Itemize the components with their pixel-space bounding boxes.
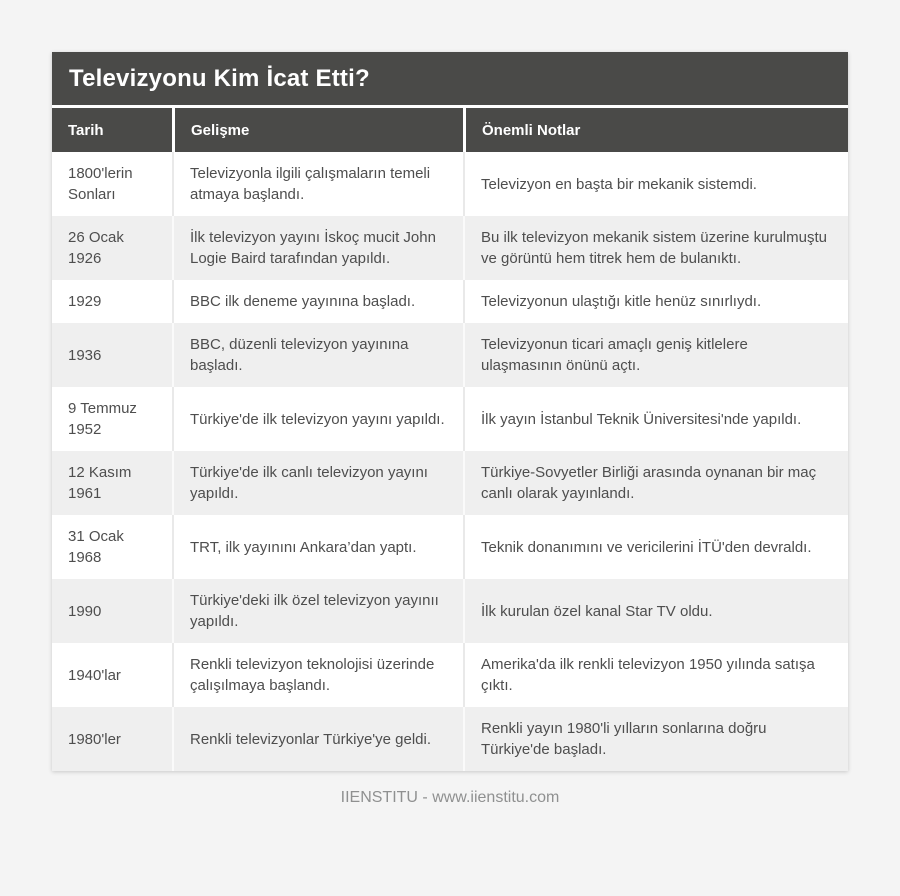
cell-text: 26 Ocak 1926 [68,229,124,267]
cell-notlar: Türkiye-Sovyetler Birliği arasında oynan… [463,451,848,515]
table-row: 1940'lar Renkli televizyon teknolojisi üz… [52,643,848,707]
cell-tarih: 1929 [52,280,172,323]
cell-gelisme: TRT, ilk yayınını Ankara’dan yaptı. [172,515,463,579]
cell-text: 1940'lar [68,666,121,684]
table-row: 1990 Türkiye'deki ilk özel televizyon yay… [52,579,848,643]
cell-gelisme: BBC ilk deneme yayınına başladı. [172,280,463,323]
cell-tarih: 26 Ocak 1926 [52,216,172,280]
cell-text: BBC ilk deneme yayınına başladı. [190,293,416,310]
column-header-gelisme: Gelişme [172,108,463,152]
column-header-onemli-notlar: Önemli Notlar [463,108,848,152]
cell-text: İlk televizyon yayını İskoç mucit John L… [190,229,436,267]
cell-gelisme: Renkli televizyonlar Türkiye'ye geldi. [172,707,463,771]
cell-tarih: 1990 [52,579,172,643]
cell-text: 1929 [68,293,102,310]
column-header-tarih: Tarih [52,108,172,152]
cell-text: BBC, düzenli televizyon yayınına başladı… [190,336,409,374]
cell-text: 1980'ler [68,730,121,748]
cell-text: Amerika'da ilk renkli televizyon 1950 yı… [481,656,815,694]
cell-text: Renkli televizyonlar Türkiye'ye geldi. [190,730,432,748]
footer-credit: IIENSTITU - www.iienstitu.com [340,789,560,806]
cell-text: 9 Temmuz 1952 [68,400,137,438]
cell-text: Televizyonla ilgili çalışmaların temeli … [190,165,431,203]
table-row: 1980'ler Renkli televizyonlar Türkiye'ye … [52,707,848,771]
timeline-table-card: Televizyonu Kim İcat Etti? Tarih Gelişme… [52,52,848,771]
cell-gelisme: İlk televizyon yayını İskoç mucit John L… [172,216,463,280]
table-row: 1800'lerin Sonları Televizyonla ilgili ça… [52,152,848,216]
title-bar: Televizyonu Kim İcat Etti? [52,52,848,108]
cell-notlar: Televizyonun ticari amaçlı geniş kitlele… [463,323,848,387]
table-row: 1929 BBC ilk deneme yayınına başladı. Tele… [52,280,848,323]
cell-text: Televizyon en başta bir mekanik sistemdi… [481,175,757,193]
cell-text: 1990 [68,602,102,620]
cell-text: Renkli yayın 1980'li yılların sonlarına … [481,720,767,758]
cell-tarih: 1936 [52,323,172,387]
cell-text: 1936 [68,346,102,364]
cell-gelisme: Renkli televizyon teknolojisi üzerinde ç… [172,643,463,707]
cell-text: Bu ilk televizyon mekanik sistem üzerine… [481,229,827,267]
table-header-row: Tarih Gelişme Önemli Notlar [52,108,848,152]
page-title: Televizyonu Kim İcat Etti? [69,64,370,92]
cell-tarih: 1800'lerin Sonları [52,152,172,216]
cell-text: Teknik donanımını ve vericilerini İTÜ'de… [481,538,812,556]
table-row: 26 Ocak 1926 İlk televizyon yayını İskoç … [52,216,848,280]
cell-notlar: Bu ilk televizyon mekanik sistem üzerine… [463,216,848,280]
cell-text: Televizyonun ticari amaçlı geniş kitlele… [481,336,748,374]
cell-gelisme: Türkiye'de ilk canlı televizyon yayını y… [172,451,463,515]
cell-notlar: İlk kurulan özel kanal Star TV oldu. [463,579,848,643]
cell-notlar: Renkli yayın 1980'li yılların sonlarına … [463,707,848,771]
table-row: 12 Kasım 1961 Türkiye'de ilk canlı televi… [52,451,848,515]
cell-text: TRT, ilk yayınını Ankara’dan yaptı. [190,538,417,556]
cell-gelisme: Türkiye'de ilk televizyon yayını yapıldı… [172,387,463,451]
cell-text: Türkiye'deki ilk özel televizyon yayınıı… [190,592,439,630]
cell-text: Renkli televizyon teknolojisi üzerinde ç… [190,656,435,694]
cell-text: 12 Kasım 1961 [68,464,132,502]
cell-tarih: 1940'lar [52,643,172,707]
cell-tarih: 31 Ocak 1968 [52,515,172,579]
cell-text: İlk yayın İstanbul Teknik Üniversitesi'n… [481,410,802,428]
cell-notlar: Televizyon en başta bir mekanik sistemdi… [463,152,848,216]
cell-tarih: 12 Kasım 1961 [52,451,172,515]
cell-notlar: Teknik donanımını ve vericilerini İTÜ'de… [463,515,848,579]
cell-gelisme: Televizyonla ilgili çalışmaların temeli … [172,152,463,216]
cell-text: Türkiye'de ilk televizyon yayını yapıldı… [190,410,445,428]
cell-text: Türkiye-Sovyetler Birliği arasında oynan… [481,464,817,502]
cell-tarih: 9 Temmuz 1952 [52,387,172,451]
cell-text: Televizyonun ulaştığı kitle henüz sınırl… [481,293,762,310]
cell-gelisme: Türkiye'deki ilk özel televizyon yayınıı… [172,579,463,643]
cell-notlar: Amerika'da ilk renkli televizyon 1950 yı… [463,643,848,707]
cell-tarih: 1980'ler [52,707,172,771]
table-body: 1800'lerin Sonları Televizyonla ilgili ça… [52,152,848,771]
cell-text: 1800'lerin Sonları [68,165,133,203]
table-row: 1936 BBC, düzenli televizyon yayınına baş… [52,323,848,387]
cell-notlar: İlk yayın İstanbul Teknik Üniversitesi'n… [463,387,848,451]
cell-gelisme: BBC, düzenli televizyon yayınına başladı… [172,323,463,387]
cell-text: Türkiye'de ilk canlı televizyon yayını y… [190,464,428,502]
cell-notlar: Televizyonun ulaştığı kitle henüz sınırl… [463,280,848,323]
cell-text: İlk kurulan özel kanal Star TV oldu. [481,602,713,620]
cell-text: 31 Ocak 1968 [68,528,124,566]
table-row: 31 Ocak 1968 TRT, ilk yayınını Ankara’dan… [52,515,848,579]
table-row: 9 Temmuz 1952 Türkiye'de ilk televizyon y… [52,387,848,451]
